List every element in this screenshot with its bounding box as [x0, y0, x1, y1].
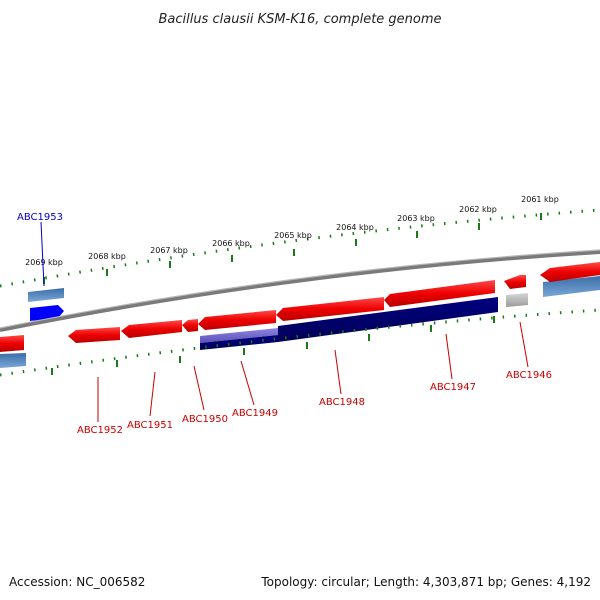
gene-label-abc1951[interactable]: ABC1951	[127, 420, 173, 431]
cds-features	[200, 297, 498, 350]
gene-feature	[182, 319, 198, 332]
genome-summary-text: Topology: circular; Length: 4,303,871 bp…	[260, 575, 591, 589]
gene-feature	[198, 310, 276, 330]
map-title: Bacillus clausii KSM-K16, complete genom…	[158, 12, 441, 27]
gene-feature	[540, 262, 600, 282]
gene-label-abc1949[interactable]: ABC1949	[232, 408, 278, 419]
scale-label: 2063 kbp	[397, 214, 435, 223]
genome-backbone-highlight	[0, 249, 600, 329]
gene-feature	[276, 297, 384, 321]
gene-leaders	[40, 221, 529, 422]
inner-scale-ticks	[51, 316, 495, 375]
gene-labels: ABC1953 ABC1952 ABC1951 ABC1950 ABC1949 …	[17, 212, 552, 436]
leader-line	[334, 349, 342, 395]
accession-text: Accession: NC_006582	[9, 575, 145, 589]
genome-backbone	[0, 250, 600, 332]
scale-label: 2067 kbp	[150, 246, 188, 255]
cds-feature	[200, 328, 278, 343]
scale-label: 2064 kbp	[336, 223, 374, 232]
gene-feature	[68, 327, 120, 343]
scale-label: 2065 kbp	[274, 231, 312, 240]
inner-scale-track	[0, 308, 600, 377]
scale-label: 2068 kbp	[88, 252, 126, 261]
gene-feature	[543, 276, 600, 297]
upper-forward-genes	[504, 262, 600, 289]
gene-label-abc1948[interactable]: ABC1948	[319, 397, 365, 408]
leader-line	[149, 371, 156, 417]
gene-label-abc1946[interactable]: ABC1946	[506, 370, 552, 381]
gene-feature	[384, 280, 495, 307]
gene-feature	[506, 293, 528, 307]
lower-forward-genes	[0, 280, 495, 352]
scale-label: 2069 kbp	[25, 258, 63, 267]
cds-feature	[278, 297, 498, 342]
scale-labels: 2069 kbp 2068 kbp 2067 kbp 2066 kbp 2065…	[25, 195, 559, 267]
outer-scale-track	[0, 208, 600, 288]
gene-feature	[504, 275, 526, 289]
leader-line	[240, 360, 255, 406]
cds-feature	[200, 335, 278, 350]
leader-line	[445, 333, 453, 380]
gene-label-abc1950[interactable]: ABC1950	[182, 414, 228, 425]
gene-feature	[0, 353, 26, 368]
gene-label-abc1953[interactable]: ABC1953	[17, 212, 63, 223]
gene-label-abc1952[interactable]: ABC1952	[77, 425, 123, 436]
gene-feature	[121, 320, 182, 338]
scale-label: 2061 kbp	[521, 195, 559, 204]
scale-label: 2062 kbp	[459, 205, 497, 214]
leader-line	[193, 365, 205, 411]
upper-reverse-genes	[28, 276, 600, 302]
leader-line	[40, 221, 45, 287]
scale-label: 2066 kbp	[212, 239, 250, 248]
scale-ticks	[43, 213, 542, 284]
gene-label-abc1947[interactable]: ABC1947	[430, 382, 476, 393]
gene-feature	[0, 335, 24, 352]
leader-line	[519, 321, 529, 368]
gene-feature	[28, 288, 64, 302]
